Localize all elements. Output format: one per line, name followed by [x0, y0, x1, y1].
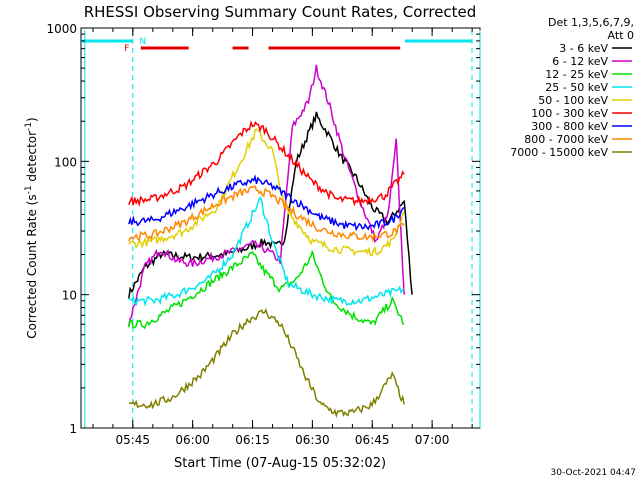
- series-line: [128, 195, 405, 308]
- flare-flag-letter: F: [124, 44, 129, 54]
- x-tick-label: 06:15: [235, 433, 270, 447]
- chart-title: RHESSI Observing Summary Count Rates, Co…: [84, 3, 477, 21]
- series-layer: [128, 64, 413, 419]
- x-tick-label: 07:00: [415, 433, 450, 447]
- y-axis-label: Corrected Count Rate (s-1 detector-1): [24, 117, 39, 338]
- axes-layer: 05:45 06:00 06:15 06:30 06:45 07:00 1 10 100 1000: [46, 22, 480, 447]
- x-tick-label: 05:45: [115, 433, 150, 447]
- legend-label: 300 - 800 keV: [531, 120, 608, 133]
- legend-attenuator: Att 0: [608, 29, 634, 42]
- y-tick-label: 10: [62, 289, 77, 303]
- x-tick-label: 06:30: [295, 433, 330, 447]
- legend-label: 6 - 12 keV: [552, 55, 608, 68]
- legend-detectors: Det 1,3,5,6,7,9,: [548, 16, 634, 29]
- series-line: [128, 128, 405, 257]
- y-tick-label: 1: [69, 422, 77, 436]
- legend-label: 7000 - 15000 keV: [510, 146, 608, 159]
- x-tick-label: 06:45: [355, 433, 390, 447]
- series-line: [128, 120, 405, 208]
- legend-label: 100 - 300 keV: [531, 107, 608, 120]
- plot-frame: [80, 27, 481, 429]
- series-line: [128, 307, 405, 419]
- legend-label: 800 - 7000 keV: [524, 133, 608, 146]
- flag-layer: FN: [81, 30, 481, 428]
- legend-label: 50 - 100 keV: [538, 94, 608, 107]
- series-line: [128, 250, 405, 330]
- legend-label: 3 - 6 keV: [559, 42, 608, 55]
- series-line: [128, 185, 405, 243]
- legend-label: 12 - 25 keV: [545, 68, 608, 81]
- y-tick-label: 100: [54, 155, 77, 169]
- x-axis-label: Start Time (07-Aug-15 05:32:02): [174, 456, 386, 471]
- timestamp: 30-Oct-2021 04:47: [551, 468, 636, 478]
- series-line: [128, 64, 405, 327]
- series-line: [128, 174, 405, 232]
- x-tick-label: 06:00: [175, 433, 210, 447]
- legend-label: 25 - 50 keV: [545, 81, 608, 94]
- night-flag-letter: N: [139, 37, 146, 47]
- y-tick-label: 1000: [46, 22, 77, 36]
